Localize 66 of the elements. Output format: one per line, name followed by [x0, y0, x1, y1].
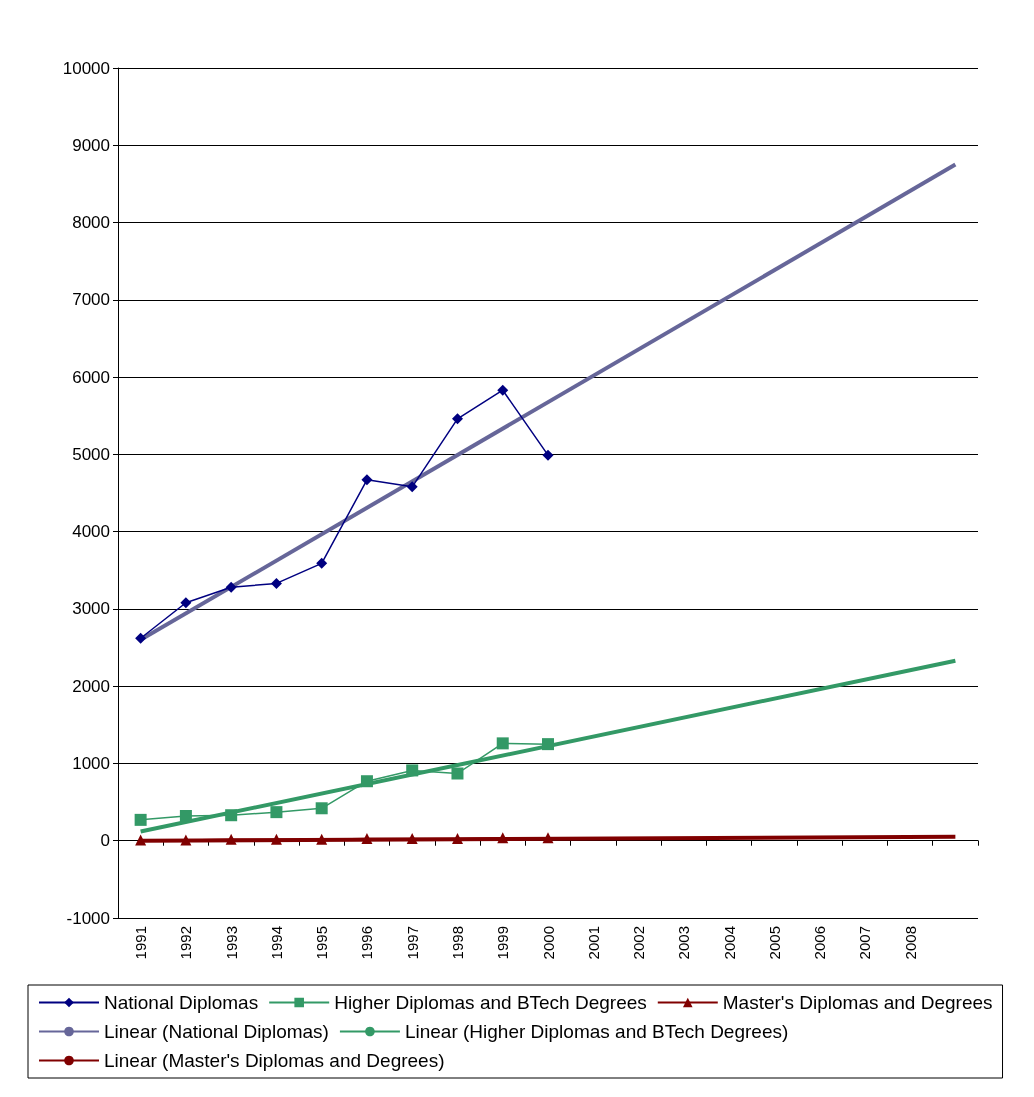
- point: [496, 737, 509, 750]
- point: [316, 833, 328, 845]
- point: [361, 832, 373, 844]
- y-tick-label: 1000: [72, 753, 110, 773]
- y-tick-label: 6000: [72, 367, 110, 387]
- point: [542, 738, 554, 751]
- x-tick-label: 1995: [313, 926, 331, 960]
- x-tick-label: 2005: [765, 926, 783, 960]
- y-tick-label: 3000: [72, 599, 110, 619]
- point: [497, 384, 509, 396]
- x-tick-label: 2002: [630, 926, 648, 960]
- point: [316, 557, 328, 569]
- x-tick-label: 2006: [811, 926, 829, 960]
- point: [225, 581, 237, 593]
- point: [225, 833, 237, 845]
- point: [180, 834, 192, 846]
- point: [135, 632, 147, 644]
- point: [179, 810, 192, 822]
- point: [406, 764, 419, 777]
- point: [270, 806, 283, 819]
- x-tick-label: 1992: [177, 926, 195, 960]
- x-tick-label: 2003: [675, 926, 693, 960]
- y-tick-label: 10000: [62, 58, 110, 78]
- x-tick-label: 1999: [494, 926, 512, 960]
- point: [451, 413, 463, 425]
- y-tick-label: 8000: [72, 213, 110, 233]
- x-tick-label: 1997: [403, 926, 421, 960]
- y-tick-label: 9000: [72, 135, 110, 155]
- point: [361, 474, 373, 486]
- x-tick-label: 1994: [267, 926, 285, 960]
- legend-label: Linear (Master's Diplomas and Degrees): [104, 1050, 445, 1071]
- point: [270, 833, 282, 845]
- point: [497, 832, 509, 844]
- x-tick-label: 1996: [358, 926, 376, 960]
- legend-label: Linear (National Diplomas): [104, 1021, 329, 1042]
- point: [542, 449, 554, 461]
- point: [315, 802, 328, 815]
- point: [451, 767, 464, 780]
- x-tick-label: 2004: [720, 926, 738, 960]
- point: [134, 813, 147, 826]
- x-tick-label: 2007: [856, 926, 874, 960]
- point: [451, 832, 463, 844]
- y-tick-label: -1000: [66, 908, 110, 928]
- point: [406, 832, 418, 844]
- x-tick-label: 2008: [901, 926, 919, 960]
- y-tick-label: 4000: [72, 522, 110, 542]
- x-tick-label: 1993: [222, 926, 240, 960]
- y-tick-label: 0: [100, 831, 110, 851]
- point: [180, 597, 192, 609]
- point: [270, 577, 282, 589]
- x-tick-label: 1991: [132, 926, 150, 960]
- y-tick-label: 5000: [72, 444, 110, 464]
- legend-label: Linear (Higher Diplomas and BTech Degrees): [404, 1021, 789, 1042]
- y-tick-label: 2000: [72, 676, 110, 696]
- point: [406, 481, 418, 493]
- point: [135, 834, 147, 846]
- legend-label: Master's Diplomas and Degrees: [722, 992, 993, 1013]
- point: [225, 809, 238, 822]
- y-tick-label: 7000: [72, 290, 110, 310]
- legend-label: Higher Diplomas and BTech Degrees: [334, 992, 647, 1013]
- x-tick-label: 1998: [448, 926, 466, 960]
- x-tick-label: 2000: [539, 926, 557, 960]
- point: [360, 775, 373, 788]
- legend-label: National Diplomas: [104, 992, 259, 1013]
- x-tick-label: 2001: [584, 926, 602, 960]
- point: [542, 832, 554, 844]
